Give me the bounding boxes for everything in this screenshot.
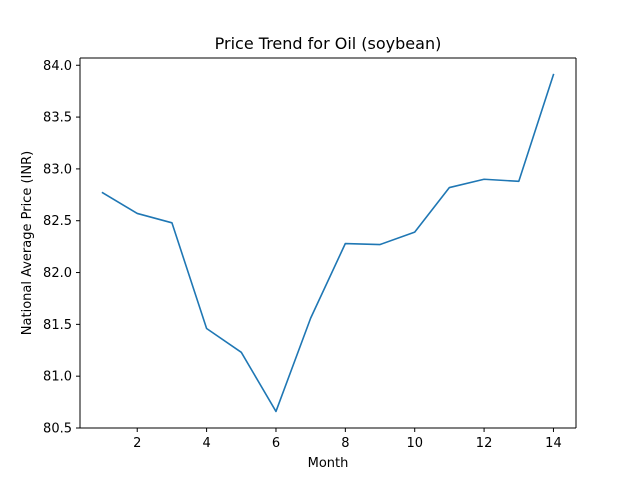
x-tick-label: 6 [272, 436, 280, 451]
y-tick-label: 80.5 [43, 422, 72, 437]
y-tick-label: 84.0 [43, 59, 72, 74]
y-tick-label: 82.0 [43, 266, 72, 281]
y-tick-label: 83.0 [43, 162, 72, 177]
y-axis-ticks: 80.5 81.0 81.5 82.0 82.5 83.0 83.5 84.0 [43, 59, 80, 437]
y-axis-label: National Average Price (INR) [20, 151, 35, 335]
x-tick-label: 14 [545, 436, 562, 451]
series-line [101, 73, 555, 413]
plot-area [80, 58, 576, 428]
x-axis-ticks: 2 4 6 8 10 12 14 [133, 428, 562, 451]
y-tick-label: 82.5 [43, 214, 72, 229]
y-tick-label: 81.5 [43, 318, 72, 333]
y-tick-label: 83.5 [43, 111, 72, 126]
x-tick-label: 2 [133, 436, 141, 451]
x-tick-label: 12 [476, 436, 493, 451]
plot-frame [79, 57, 577, 429]
y-tick-label: 81.0 [43, 370, 72, 385]
x-axis-label: Month [308, 456, 349, 471]
x-tick-label: 4 [202, 436, 210, 451]
x-tick-label: 8 [341, 436, 349, 451]
x-tick-label: 10 [406, 436, 423, 451]
chart-title: Price Trend for Oil (soybean) [215, 34, 442, 53]
